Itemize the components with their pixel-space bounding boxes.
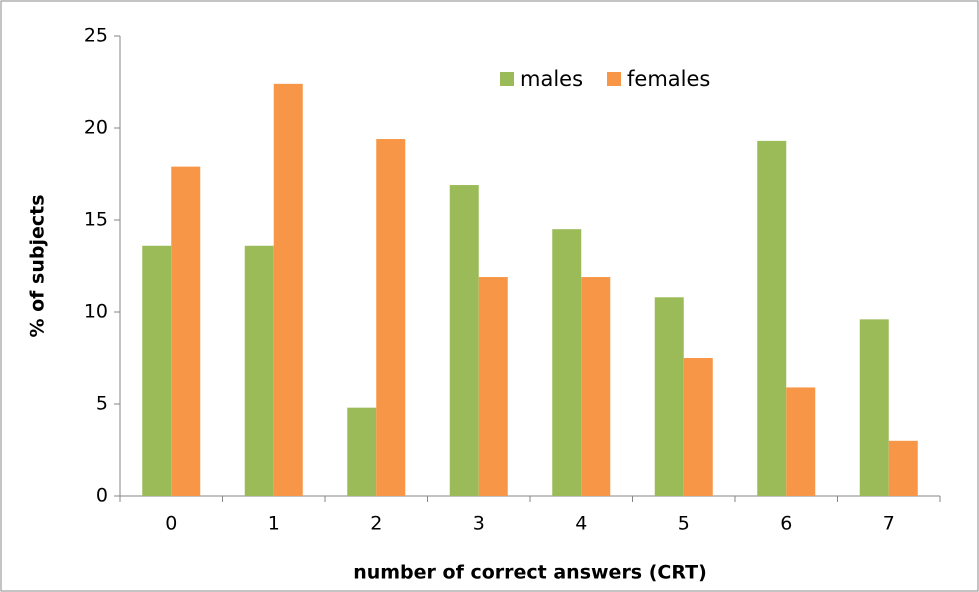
bar (273, 83, 303, 496)
x-tick-label: 0 (165, 513, 177, 535)
bar (478, 277, 508, 496)
x-axis-title: number of correct answers (CRT) (353, 562, 707, 584)
bar (347, 407, 377, 496)
x-tick-label: 4 (575, 513, 587, 535)
legend-swatch (500, 72, 514, 86)
y-tick-label: 5 (96, 393, 108, 415)
y-axis-title: % of subjects (27, 194, 49, 337)
bar (683, 358, 713, 496)
bar (449, 185, 479, 497)
bar (142, 245, 172, 496)
bar (757, 140, 787, 496)
x-tick-label: 3 (473, 513, 485, 535)
legend-swatch (607, 72, 622, 86)
y-tick-label: 10 (84, 301, 108, 323)
y-tick-label: 20 (84, 117, 108, 139)
y-tick-label: 0 (96, 485, 108, 507)
x-tick-label: 7 (883, 513, 895, 535)
x-tick-label: 6 (780, 513, 792, 535)
x-tick-label: 2 (370, 513, 382, 535)
bar (888, 440, 918, 496)
bar (552, 229, 582, 496)
x-tick-label: 1 (268, 513, 280, 535)
y-tick-label: 25 (84, 25, 108, 47)
bar (859, 319, 889, 496)
x-tick-label: 5 (678, 513, 690, 535)
bar (244, 245, 274, 496)
legend-label: males (520, 67, 583, 91)
bar (581, 277, 611, 496)
legend-label: females (627, 67, 710, 91)
bar (376, 139, 406, 497)
bar (654, 297, 684, 496)
bar (786, 387, 816, 496)
y-tick-label: 15 (84, 209, 108, 231)
bar (171, 166, 201, 496)
